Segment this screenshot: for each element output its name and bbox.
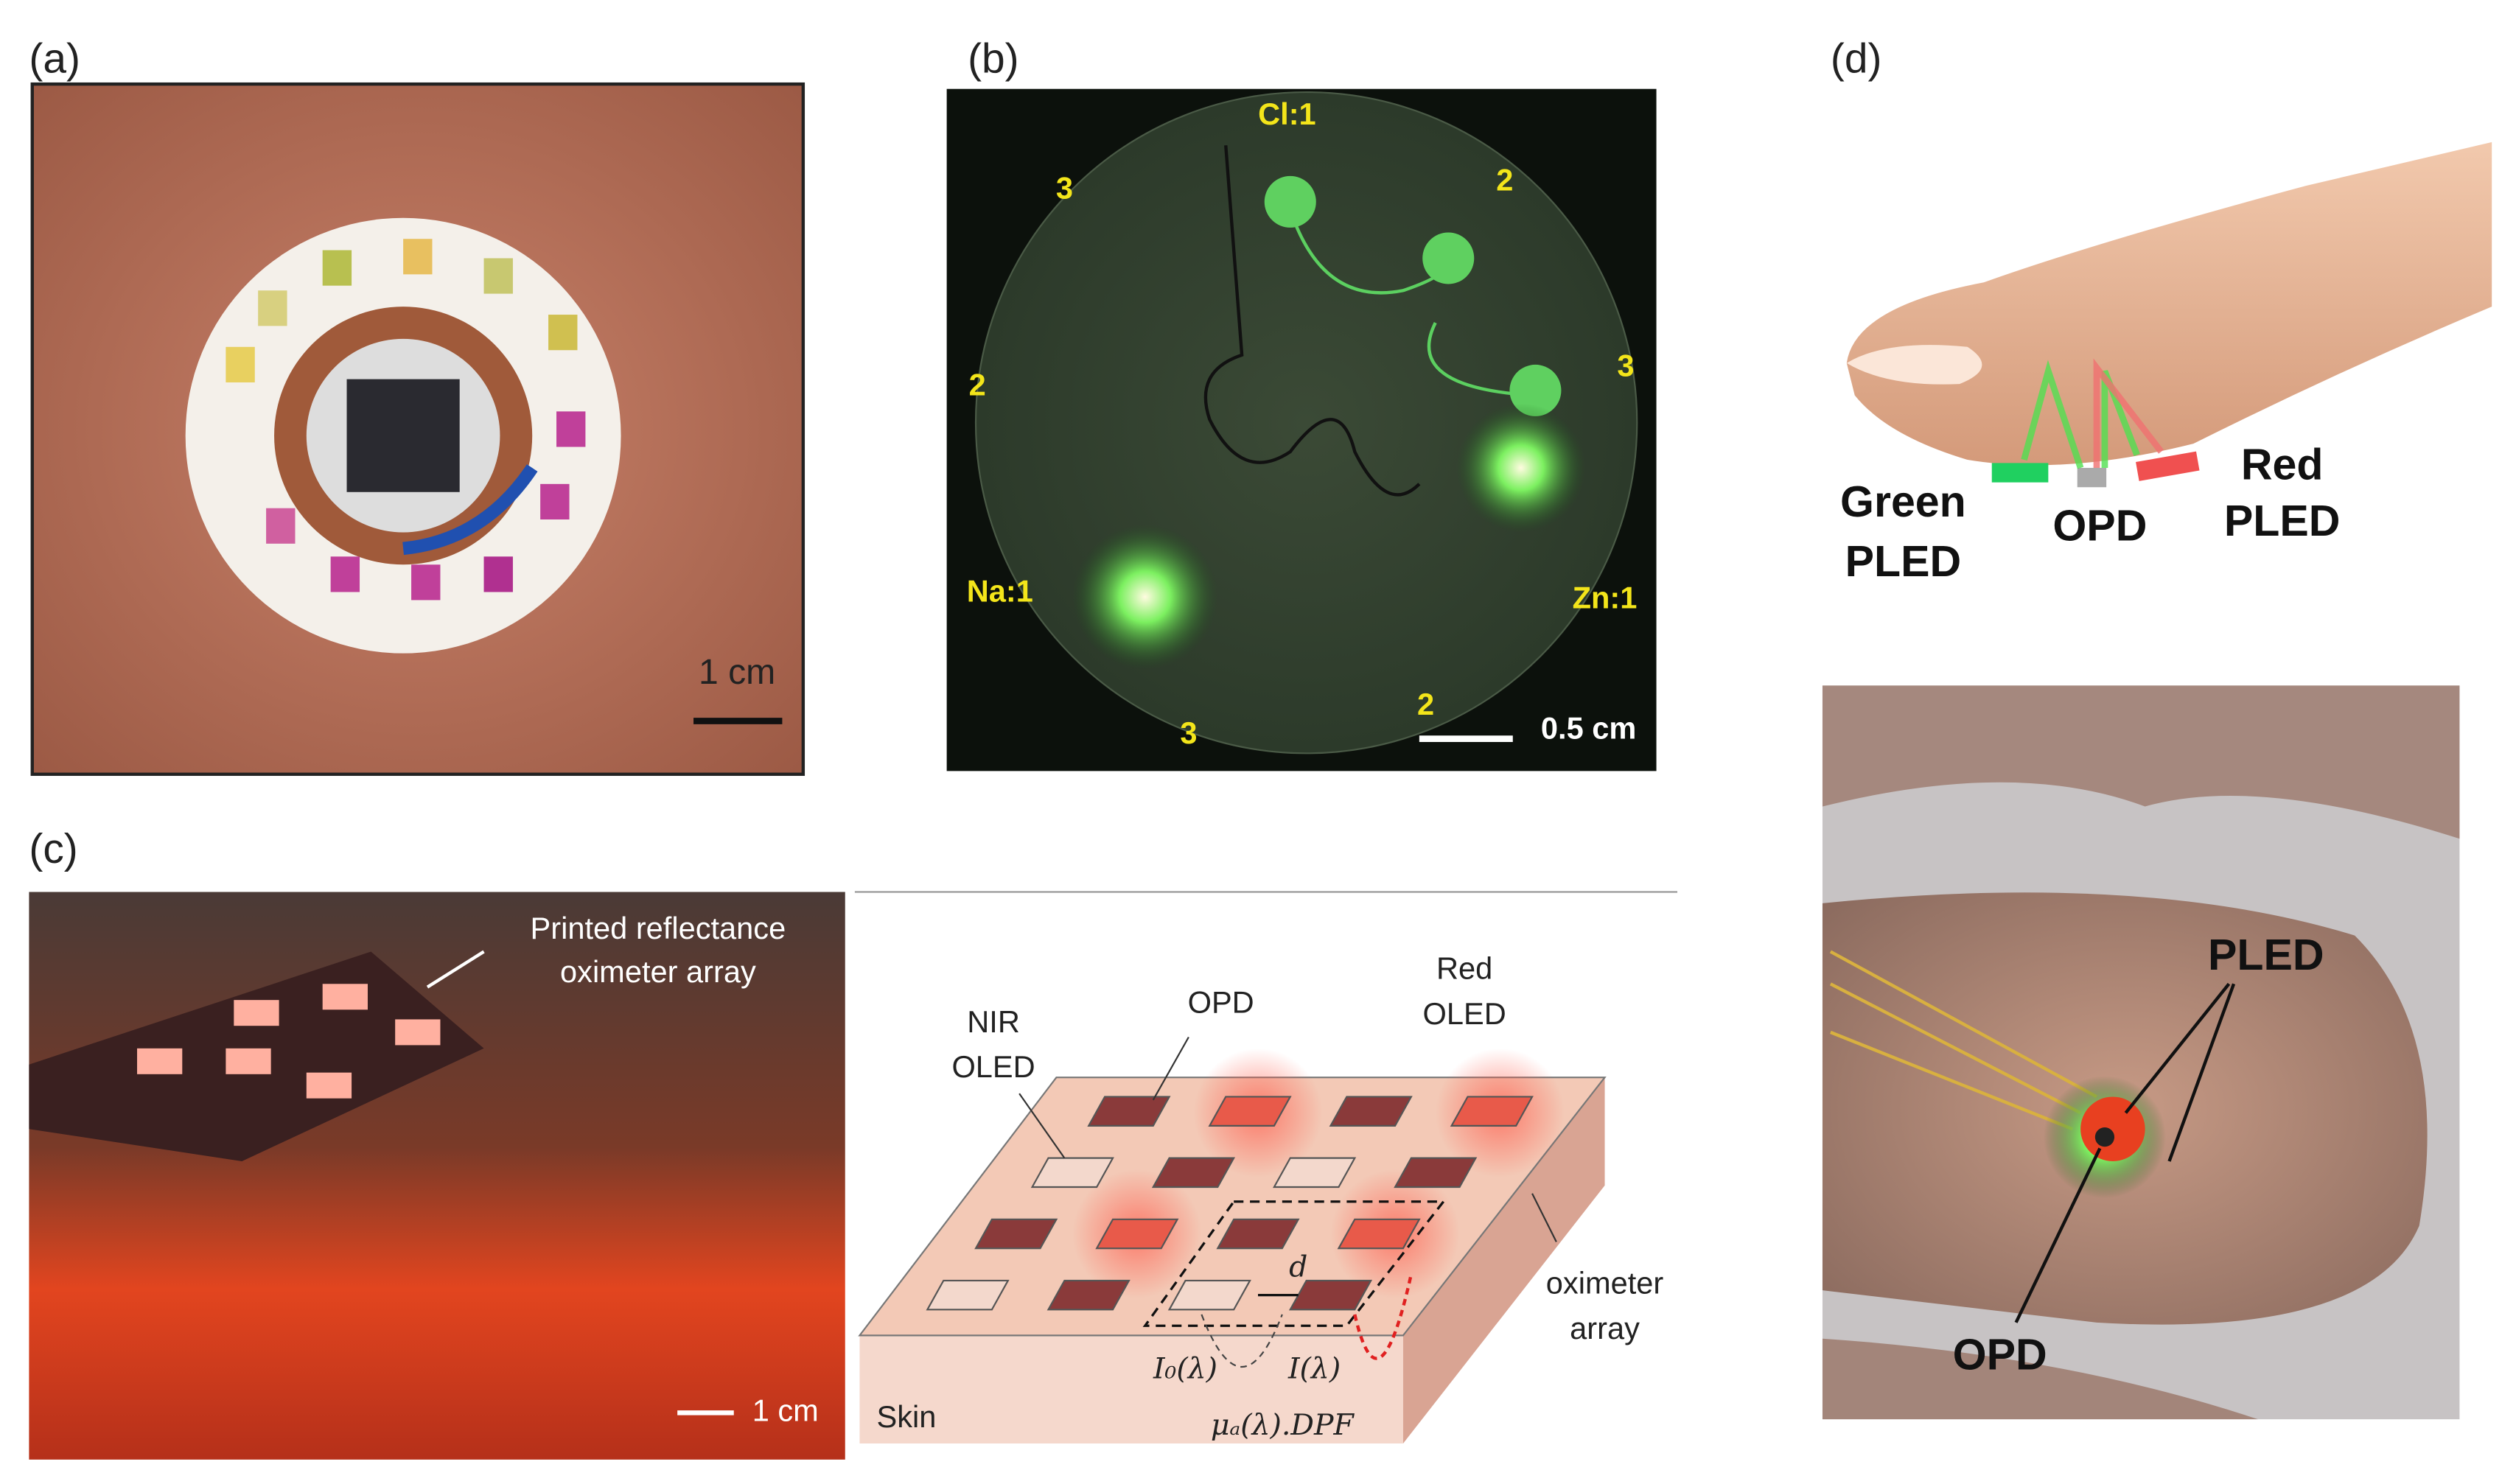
red-pled [2136, 451, 2200, 481]
device-label: Red [2241, 441, 2324, 489]
reservoir-label: 2 [1417, 687, 1434, 721]
leader-line [1531, 1193, 1557, 1242]
reservoir-label: 3 [1180, 715, 1197, 750]
diagram-label: OLED [951, 1049, 1035, 1084]
diagram-label: μₐ(λ).DPF [1211, 1408, 1355, 1442]
reservoir-label: Cl:1 [1258, 97, 1316, 131]
leader-line [1152, 1036, 1189, 1101]
panel-label: (a) [29, 35, 80, 83]
skin-side [1402, 1077, 1605, 1443]
diagram-label: array [1570, 1311, 1640, 1345]
skin-front [859, 1335, 1403, 1443]
reservoir [1509, 364, 1562, 416]
diagram-label: oximeter [1546, 1265, 1664, 1300]
diagram-label: OLED [1423, 996, 1506, 1031]
device-label: PLED [1845, 537, 1962, 586]
leader-line [426, 950, 485, 989]
device-label: OPD [2052, 502, 2147, 550]
finger-bottom [1822, 1338, 2258, 1420]
diagram-label: I(λ) [1287, 1351, 1341, 1385]
panel-label: (d) [1831, 35, 1882, 83]
light-path [1201, 1314, 1283, 1368]
nail [1846, 345, 1982, 385]
glow [1456, 403, 1586, 533]
green-pled [1991, 463, 2049, 483]
photo-arm [29, 892, 845, 1460]
photo-label: PLED [2208, 931, 2324, 979]
reservoir-label: 2 [1496, 163, 1513, 197]
region-box [1142, 1200, 1447, 1327]
glow [1072, 524, 1218, 670]
leader-line [2124, 982, 2231, 1114]
pixels [926, 1096, 1534, 1311]
reservoir [1422, 232, 1475, 284]
trace [1203, 145, 1421, 497]
leader-line [2014, 1147, 2102, 1323]
diagram-label: OPD [1188, 985, 1254, 1020]
wires [1829, 950, 2098, 1131]
photo-label: OPD [1953, 1331, 2047, 1379]
oled-pixels [137, 984, 441, 1099]
reservoir [1264, 175, 1316, 228]
photo-caption: oximeter array [560, 954, 756, 989]
reservoir-label: Na:1 [967, 574, 1033, 609]
diagram-label: I₀(λ) [1153, 1351, 1217, 1385]
reservoir-label: 3 [1617, 348, 1634, 382]
finger [1846, 141, 2492, 466]
light-arrows [2093, 358, 2164, 468]
reservoir-label: 3 [1056, 171, 1073, 206]
diagram-label: NIR [967, 1004, 1020, 1039]
light-path [1353, 1273, 1413, 1360]
scale-label: 1 cm [752, 1393, 819, 1427]
scale-label: 1 cm [699, 652, 775, 692]
finger-top [1822, 685, 2460, 839]
opd [2094, 1127, 2115, 1147]
device-label: Green [1840, 477, 1966, 526]
diagram-label: d [1289, 1250, 1307, 1284]
chip [346, 379, 460, 492]
color-dots [226, 239, 586, 601]
opd [2077, 467, 2107, 488]
panel-label: (b) [968, 35, 1019, 83]
panel-label: (c) [29, 825, 77, 872]
photo-caption: Printed reflectance [531, 911, 786, 945]
diagram-label: Skin [876, 1399, 936, 1434]
reservoir-label: 2 [969, 368, 986, 402]
device-label: PLED [2224, 497, 2341, 545]
reservoir-label: Zn:1 [1573, 580, 1638, 615]
light-arrows [2021, 360, 2140, 469]
leader-line [1018, 1093, 1066, 1159]
scale-label: 0.5 cm [1541, 711, 1636, 746]
diagram-label: Red [1436, 951, 1492, 986]
leader-line [2167, 983, 2236, 1162]
pled [2080, 1096, 2145, 1161]
